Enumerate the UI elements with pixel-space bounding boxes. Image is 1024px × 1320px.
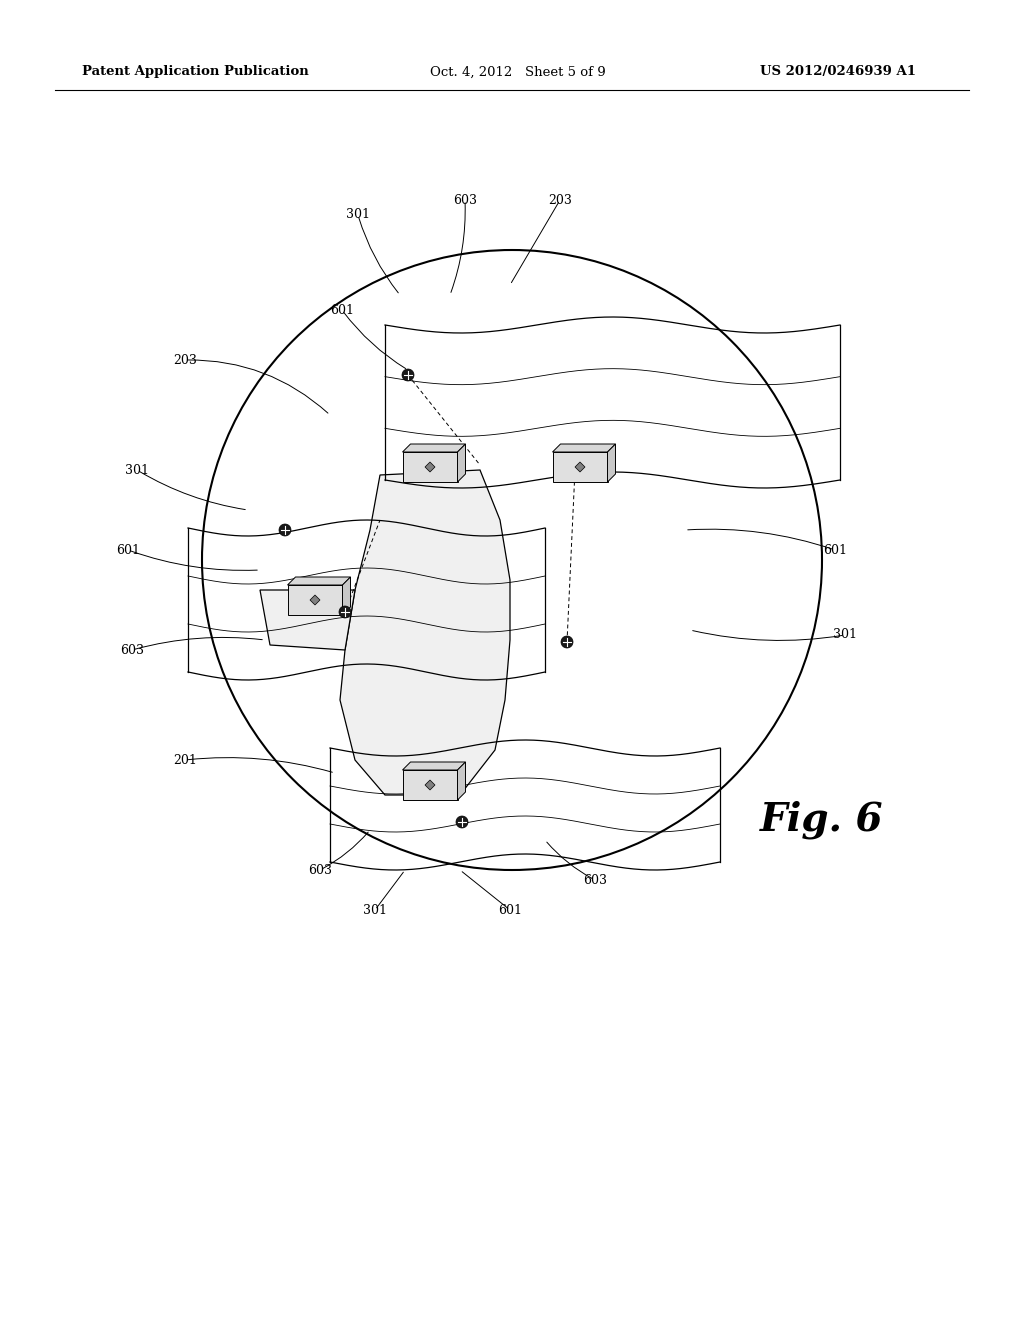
Text: 601: 601 [498,903,522,916]
Text: Patent Application Publication: Patent Application Publication [82,66,309,78]
Text: 203: 203 [173,354,197,367]
Polygon shape [575,462,585,473]
Circle shape [402,370,414,381]
Polygon shape [402,762,466,770]
Polygon shape [607,444,615,482]
Text: 601: 601 [116,544,140,557]
Polygon shape [425,462,435,473]
Circle shape [561,636,573,648]
Circle shape [339,606,351,618]
Polygon shape [425,780,435,789]
Circle shape [456,816,468,828]
Text: 301: 301 [346,209,370,222]
Polygon shape [458,762,466,800]
Text: 603: 603 [308,863,332,876]
Polygon shape [402,444,466,451]
Text: Fig. 6: Fig. 6 [760,801,884,840]
Text: 301: 301 [125,463,150,477]
Bar [553,451,607,482]
Bar [402,451,458,482]
Text: 301: 301 [833,628,857,642]
Text: 201: 201 [173,754,197,767]
Polygon shape [340,470,510,795]
Polygon shape [458,444,466,482]
Text: 601: 601 [823,544,847,557]
Text: 301: 301 [362,903,387,916]
Polygon shape [310,595,319,605]
Text: 603: 603 [120,644,144,656]
Bar [288,585,342,615]
Text: Oct. 4, 2012   Sheet 5 of 9: Oct. 4, 2012 Sheet 5 of 9 [430,66,606,78]
Polygon shape [342,577,350,615]
Polygon shape [553,444,615,451]
Polygon shape [288,577,350,585]
Text: 203: 203 [548,194,572,206]
Bar [402,770,458,800]
Circle shape [279,524,291,536]
Text: 601: 601 [330,304,354,317]
Text: 603: 603 [453,194,477,206]
Text: 603: 603 [583,874,607,887]
Polygon shape [260,590,355,649]
Text: US 2012/0246939 A1: US 2012/0246939 A1 [760,66,916,78]
